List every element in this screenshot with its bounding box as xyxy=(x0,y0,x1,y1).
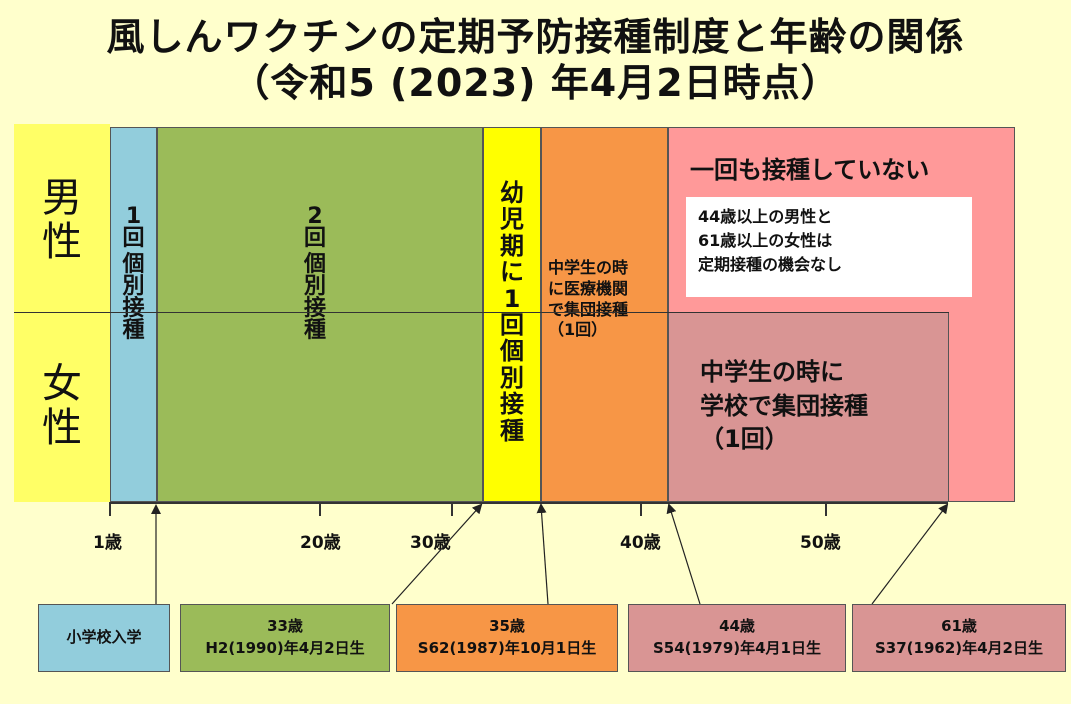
axis-label-1: 1歳 xyxy=(93,533,122,553)
sex-panel xyxy=(14,124,110,502)
boundary-box-school-entry: 小学校入学 xyxy=(38,604,170,672)
page-title: 風しんワクチンの定期予防接種制度と年齢の関係 xyxy=(106,15,965,59)
male-label: 男性 xyxy=(42,175,82,265)
arrow-33 xyxy=(391,503,483,605)
school-group-label: 中学生の時に 学校で集団接種 （1回） xyxy=(700,358,868,454)
arrow-61 xyxy=(871,503,949,605)
boundary-box-61: 61歳 S37(1962)年4月2日生 xyxy=(852,604,1066,672)
arrow-44 xyxy=(666,503,701,605)
arrow-35 xyxy=(536,503,549,605)
sex-divider xyxy=(14,312,949,313)
axis-tick xyxy=(319,502,321,516)
female-label: 女性 xyxy=(42,361,82,451)
never-vaccinated-label: 一回も接種していない xyxy=(690,156,930,184)
no-opportunity-note: 44歳以上の男性と 61歳以上の女性は 定期接種の機会なし xyxy=(686,197,972,297)
axis-tick xyxy=(109,502,111,516)
infant-dose-band xyxy=(483,127,541,502)
axis-label-20: 20歳 xyxy=(300,533,341,553)
axis-tick xyxy=(640,502,642,516)
axis-label-40: 40歳 xyxy=(620,533,661,553)
axis-label-50: 50歳 xyxy=(800,533,841,553)
boundary-box-35: 35歳 S62(1987)年10月1日生 xyxy=(396,604,618,672)
clinic-group-band xyxy=(541,127,668,502)
clinic-group-label: 中学生の時 に医療機関 で集団接種 （1回） xyxy=(548,258,629,340)
axis-label-30: 30歳 xyxy=(410,533,451,553)
boundary-box-44: 44歳 S54(1979)年4月1日生 xyxy=(628,604,846,672)
page-subtitle: （令和5 (2023) 年4月2日時点） xyxy=(231,61,840,105)
axis-tick xyxy=(451,502,453,516)
one-dose-band xyxy=(110,127,157,502)
school-group-band xyxy=(668,312,949,502)
axis-tick xyxy=(825,502,827,516)
two-dose-band xyxy=(157,127,483,502)
boundary-box-33: 33歳 H2(1990)年4月2日生 xyxy=(180,604,390,672)
age-axis xyxy=(110,502,948,504)
